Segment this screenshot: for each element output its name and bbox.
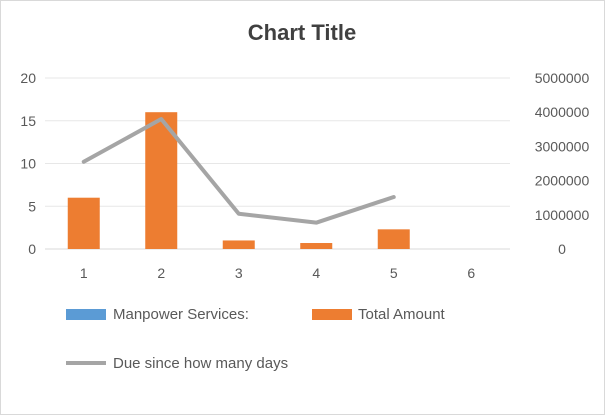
x-tick-label: 5: [390, 265, 398, 281]
bar-total-amount: [222, 240, 255, 249]
bar-series: [67, 112, 410, 249]
x-axis-ticks: 1 2 3 4 5 6: [80, 265, 476, 281]
left-axis-ticks: 0 5 10 15 20: [20, 70, 36, 257]
right-tick-label: 5000000: [535, 70, 590, 86]
x-tick-label: 2: [157, 265, 165, 281]
left-tick-label: 20: [20, 70, 36, 86]
right-tick-label: 3000000: [535, 138, 590, 154]
legend-label-total-amount: Total Amount: [358, 306, 446, 323]
gridlines: [45, 77, 510, 250]
right-tick-label: 2000000: [535, 173, 590, 189]
bar-total-amount: [377, 229, 410, 249]
line-series: [81, 117, 396, 225]
bar-total-amount: [67, 197, 100, 249]
legend-swatch-manpower-services: [66, 309, 106, 320]
x-tick-label: 4: [312, 265, 320, 281]
right-axis-ticks: 0 1000000 2000000 3000000 4000000 5000000: [535, 70, 590, 257]
left-tick-label: 5: [28, 198, 36, 214]
x-tick-label: 3: [235, 265, 243, 281]
chart-title: Chart Title: [248, 20, 356, 45]
line-due-since-days: [81, 117, 396, 225]
x-tick-label: 1: [80, 265, 88, 281]
legend-label-due-days: Due since how many days: [113, 355, 288, 372]
right-tick-label: 1000000: [535, 207, 590, 223]
legend-label-manpower-services: Manpower Services:: [113, 306, 249, 323]
legend-swatch-total-amount: [312, 309, 352, 320]
x-tick-label: 6: [467, 265, 475, 281]
left-tick-label: 10: [20, 156, 36, 172]
bar-total-amount: [300, 243, 333, 249]
right-tick-label: 0: [558, 241, 566, 257]
right-tick-label: 4000000: [535, 104, 590, 120]
legend: Manpower Services: Total Amount Due sinc…: [66, 306, 446, 372]
left-tick-label: 15: [20, 113, 36, 129]
left-tick-label: 0: [28, 241, 36, 257]
